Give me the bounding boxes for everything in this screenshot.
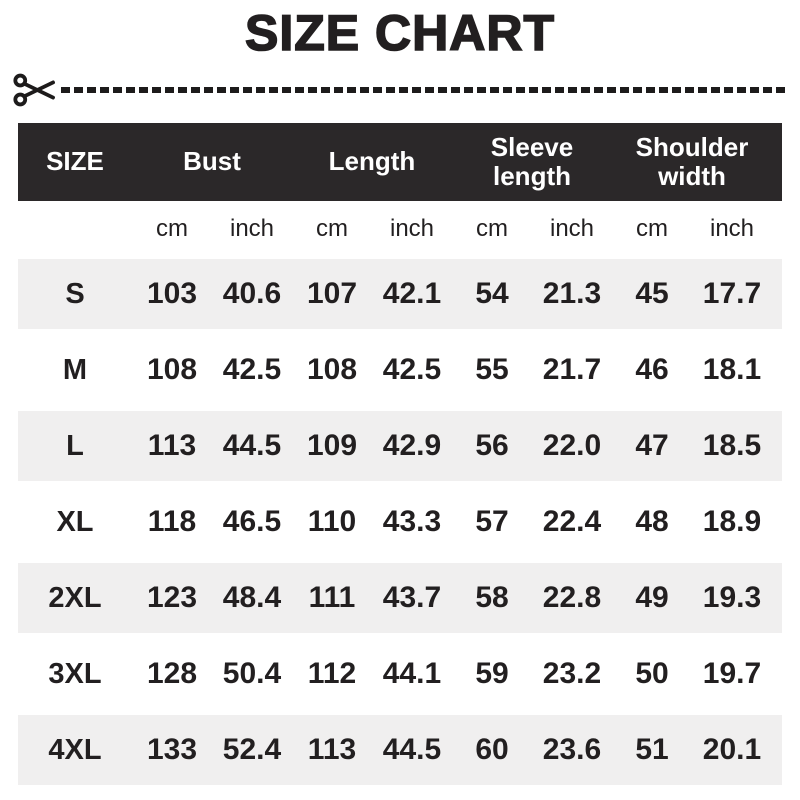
table-row: L 113 44.5 109 42.9 56 22.0 47 18.5 xyxy=(18,408,782,484)
measurement-value: 44.1 xyxy=(382,657,442,690)
measurement-value: 48.4 xyxy=(222,581,282,614)
measurement-value: 44.5 xyxy=(222,429,282,462)
measurement-value: 56 xyxy=(475,429,509,462)
column-header-length: Length xyxy=(328,147,416,177)
measurement-value: 55 xyxy=(475,353,509,386)
measurement-value: 123 xyxy=(146,581,198,614)
measurement-value: 42.5 xyxy=(222,353,282,386)
measurement-value: 54 xyxy=(475,277,509,310)
unit-header: inch xyxy=(709,214,755,242)
size-label: L xyxy=(66,429,84,462)
unit-header: inch xyxy=(389,214,435,242)
measurement-value: 57 xyxy=(475,505,509,538)
column-header-bust: Bust xyxy=(183,147,241,177)
measurement-value: 110 xyxy=(307,505,357,538)
page-title: SIZE CHART xyxy=(244,4,555,62)
measurement-value: 108 xyxy=(146,353,198,386)
measurement-value: 50.4 xyxy=(222,657,282,690)
measurement-value: 48 xyxy=(635,505,669,538)
measurement-value: 22.0 xyxy=(542,429,602,462)
size-label: S xyxy=(65,277,85,310)
measurement-value: 21.3 xyxy=(542,277,602,310)
unit-header: inch xyxy=(549,214,595,242)
dashed-cut-line xyxy=(61,87,788,93)
measurement-value: 22.8 xyxy=(542,581,602,614)
measurement-value: 42.5 xyxy=(382,353,442,386)
measurement-value: 42.9 xyxy=(382,429,442,462)
measurement-value: 52.4 xyxy=(222,733,282,766)
measurement-value: 51 xyxy=(635,733,669,766)
size-label: XL xyxy=(56,505,94,538)
table-row: S 103 40.6 107 42.1 54 21.3 45 17.7 xyxy=(18,256,782,332)
measurement-value: 18.9 xyxy=(702,505,762,538)
unit-header: cm xyxy=(476,214,508,242)
unit-header: cm xyxy=(636,214,668,242)
measurement-value: 50 xyxy=(635,657,669,690)
measurement-value: 44.5 xyxy=(382,733,442,766)
measurement-value: 19.7 xyxy=(702,657,762,690)
size-label: 4XL xyxy=(48,733,102,766)
measurement-value: 18.5 xyxy=(702,429,762,462)
cut-line xyxy=(12,70,788,110)
measurement-value: 19.3 xyxy=(702,581,762,614)
column-header-shoulder-width: Shoulder width xyxy=(635,132,749,191)
size-label: 3XL xyxy=(48,657,102,690)
unit-header: cm xyxy=(156,214,188,242)
measurement-value: 133 xyxy=(146,733,198,766)
size-label: M xyxy=(62,353,88,386)
table-row: 2XL 123 48.4 111 43.7 58 22.8 49 19.3 xyxy=(18,560,782,636)
table-body: S 103 40.6 107 42.1 54 21.3 45 17.7 M 108 42.5 108 42… xyxy=(18,256,782,788)
table-row: XL 118 46.5 110 43.3 57 22.4 48 18.9 xyxy=(18,484,782,560)
measurement-value: 113 xyxy=(147,429,197,462)
column-header-sleeve-length: Sleeve length xyxy=(490,132,574,191)
measurement-value: 49 xyxy=(635,581,669,614)
table-header-row: SIZE Bust Length Sleeve length Shoulder … xyxy=(18,123,782,201)
table-row: 3XL 128 50.4 112 44.1 59 23.2 50 19.7 xyxy=(18,636,782,712)
scissors-icon xyxy=(13,73,55,107)
measurement-value: 128 xyxy=(146,657,198,690)
measurement-value: 18.1 xyxy=(702,353,762,386)
measurement-value: 42.1 xyxy=(382,277,442,310)
size-label: 2XL xyxy=(48,581,102,614)
measurement-value: 47 xyxy=(635,429,669,462)
measurement-value: 23.2 xyxy=(542,657,602,690)
measurement-value: 43.7 xyxy=(382,581,442,614)
measurement-value: 46 xyxy=(635,353,669,386)
unit-header-row: cm inch cm inch cm inch cm inch xyxy=(18,201,782,256)
measurement-value: 21.7 xyxy=(542,353,602,386)
measurement-value: 43.3 xyxy=(382,505,442,538)
measurement-value: 17.7 xyxy=(702,277,762,310)
measurement-value: 23.6 xyxy=(542,733,602,766)
measurement-value: 103 xyxy=(146,277,198,310)
measurement-value: 107 xyxy=(306,277,358,310)
measurement-value: 109 xyxy=(306,429,358,462)
measurement-value: 58 xyxy=(475,581,509,614)
measurement-value: 108 xyxy=(306,353,358,386)
measurement-value: 22.4 xyxy=(542,505,602,538)
measurement-value: 45 xyxy=(635,277,669,310)
table-row: 4XL 133 52.4 113 44.5 60 23.6 51 20.1 xyxy=(18,712,782,788)
unit-header: cm xyxy=(316,214,348,242)
measurement-value: 46.5 xyxy=(222,505,282,538)
size-table: SIZE Bust Length Sleeve length Shoulder … xyxy=(18,123,782,788)
column-header-size: SIZE xyxy=(46,147,104,177)
measurement-value: 40.6 xyxy=(222,277,282,310)
measurement-value: 113 xyxy=(307,733,357,766)
measurement-value: 112 xyxy=(307,657,357,690)
table-row: M 108 42.5 108 42.5 55 21.7 46 18.1 xyxy=(18,332,782,408)
unit-header: inch xyxy=(229,214,275,242)
measurement-value: 59 xyxy=(475,657,509,690)
measurement-value: 20.1 xyxy=(702,733,762,766)
measurement-value: 118 xyxy=(147,505,197,538)
measurement-value: 60 xyxy=(475,733,509,766)
measurement-value: 111 xyxy=(308,581,356,614)
